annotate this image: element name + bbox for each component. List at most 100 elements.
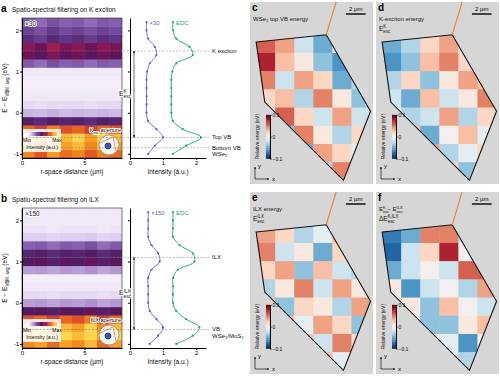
cell bbox=[47, 18, 60, 27]
text: Relative energy (eV) bbox=[254, 304, 260, 350]
axis-line bbox=[23, 158, 123, 159]
cell bbox=[47, 92, 60, 101]
cell bbox=[22, 266, 35, 275]
scale-bar bbox=[346, 13, 366, 15]
cell bbox=[47, 233, 60, 242]
map-cells bbox=[382, 35, 497, 181]
cell bbox=[47, 100, 60, 109]
axis-line bbox=[270, 115, 271, 159]
flake-edge bbox=[452, 192, 462, 225]
profile-point bbox=[192, 252, 194, 254]
cell bbox=[22, 84, 35, 93]
profiles bbox=[147, 211, 200, 345]
cell bbox=[477, 279, 496, 298]
cell bbox=[477, 89, 496, 108]
profile-point bbox=[162, 136, 164, 138]
colorbar-segment bbox=[266, 120, 270, 122]
cell bbox=[439, 53, 458, 72]
axis: -1012 bbox=[14, 209, 23, 349]
tick-label: 2 bbox=[195, 160, 199, 166]
cell bbox=[47, 67, 60, 76]
cell bbox=[60, 233, 73, 242]
cell bbox=[60, 26, 73, 35]
text-part: K bbox=[383, 24, 386, 29]
axis-name: x bbox=[398, 366, 401, 372]
tick-mark bbox=[270, 115, 272, 116]
tick-label: 0.1 bbox=[272, 302, 279, 308]
cell bbox=[72, 274, 85, 283]
colorbar-segment bbox=[266, 307, 270, 309]
level-line bbox=[22, 257, 209, 258]
cell bbox=[22, 92, 35, 101]
cell bbox=[332, 298, 351, 317]
cell bbox=[332, 279, 351, 298]
profile-point bbox=[172, 153, 174, 155]
cell bbox=[256, 225, 275, 244]
cell bbox=[47, 26, 60, 35]
cell bbox=[60, 282, 73, 291]
cell bbox=[420, 89, 439, 108]
tick-label: 1 bbox=[162, 160, 166, 166]
cell bbox=[72, 266, 85, 275]
cell bbox=[97, 266, 110, 275]
tick-mark bbox=[128, 113, 130, 114]
cell bbox=[22, 299, 35, 308]
colorbar-segment bbox=[392, 325, 396, 327]
cell bbox=[420, 279, 439, 298]
tick: −0.1 bbox=[396, 156, 409, 162]
colorbar-segment bbox=[392, 308, 396, 310]
colorbar-segment bbox=[392, 330, 396, 332]
cell bbox=[439, 126, 458, 145]
colorbar-segment bbox=[266, 157, 270, 159]
cell bbox=[420, 71, 439, 90]
colorbar-segment bbox=[266, 329, 270, 331]
axis: 012 bbox=[129, 158, 207, 166]
tick: 0 bbox=[16, 110, 22, 116]
colorbar-segment bbox=[266, 115, 270, 117]
cell bbox=[294, 298, 313, 317]
cell bbox=[110, 299, 123, 308]
colorbar-segment bbox=[392, 149, 396, 151]
heatmap bbox=[22, 208, 122, 348]
cell bbox=[47, 249, 60, 258]
cell bbox=[60, 34, 73, 43]
colorbar-segment bbox=[266, 142, 270, 144]
tick: 0.1 bbox=[396, 112, 406, 118]
cell bbox=[60, 208, 73, 217]
cell bbox=[110, 76, 123, 85]
colorbar-segment bbox=[392, 319, 396, 321]
colorbar-segment bbox=[266, 151, 270, 153]
colorbar-segment bbox=[266, 321, 270, 323]
axis-name: y bbox=[258, 353, 261, 359]
cell bbox=[420, 108, 439, 127]
colorbar-segment bbox=[266, 137, 270, 139]
cell bbox=[420, 298, 439, 317]
cell bbox=[22, 109, 35, 118]
cell bbox=[256, 279, 275, 298]
cell bbox=[85, 51, 98, 60]
cell bbox=[439, 162, 458, 181]
cell bbox=[72, 282, 85, 291]
axis-name: y bbox=[258, 163, 261, 169]
map-cells bbox=[382, 225, 497, 371]
profile-point bbox=[149, 62, 151, 64]
cell bbox=[110, 51, 123, 60]
cell bbox=[97, 109, 110, 118]
tick: 1 bbox=[162, 348, 166, 356]
cell bbox=[110, 266, 123, 275]
text-part: E − E bbox=[1, 96, 8, 113]
tick-mark bbox=[20, 30, 22, 31]
tick bbox=[128, 30, 130, 31]
cell bbox=[85, 299, 98, 308]
cell bbox=[294, 243, 313, 262]
colorbar-segment bbox=[266, 126, 270, 128]
tick bbox=[128, 220, 130, 221]
colorbar-segment bbox=[392, 140, 396, 142]
profile-point bbox=[172, 120, 174, 122]
cell bbox=[47, 51, 60, 60]
cell bbox=[85, 274, 98, 283]
text-part: ILX aperture bbox=[91, 317, 121, 323]
tick-label: 2 bbox=[195, 350, 199, 356]
tick: 0 bbox=[21, 348, 25, 356]
axis: -1012 bbox=[14, 19, 23, 159]
